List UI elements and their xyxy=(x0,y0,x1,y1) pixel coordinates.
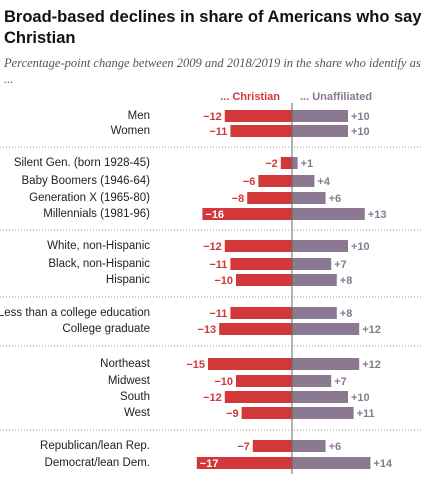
bar xyxy=(292,157,298,169)
value-label: +12 xyxy=(362,324,381,336)
category-label: South xyxy=(120,391,150,403)
value-label: −16 xyxy=(205,209,224,221)
bar xyxy=(292,375,332,387)
bar xyxy=(292,240,348,252)
chart-subtitle: Percentage-point change between 2009 and… xyxy=(3,56,421,86)
subtitle-text: Percentage-point change between 2009 and… xyxy=(3,56,421,70)
bar xyxy=(196,457,292,469)
value-label: −10 xyxy=(214,376,233,388)
bar xyxy=(280,157,292,169)
category-label: Republican/lean Rep. xyxy=(40,440,150,452)
chart-title: Broad-based declines in share of America… xyxy=(4,8,422,47)
bar xyxy=(230,258,292,270)
value-label: +7 xyxy=(334,259,347,271)
value-label: −10 xyxy=(214,275,233,287)
bar xyxy=(258,175,292,187)
value-label: +6 xyxy=(329,193,342,205)
value-label: +10 xyxy=(351,126,370,138)
value-label: −12 xyxy=(203,241,222,253)
value-label: +12 xyxy=(362,359,381,371)
value-label: +4 xyxy=(317,176,330,188)
subtitle-text: ... xyxy=(4,72,13,86)
bar xyxy=(241,407,292,419)
category-label: Women xyxy=(111,125,150,137)
value-label: −8 xyxy=(232,193,245,205)
bar xyxy=(292,307,337,319)
category-label: Silent Gen. (born 1928-45) xyxy=(14,157,150,169)
category-label: Generation X (1965-80) xyxy=(29,192,150,204)
bar xyxy=(230,125,292,137)
bar xyxy=(208,358,292,370)
bar xyxy=(252,440,292,452)
legend-label: ... Christian xyxy=(220,91,280,103)
bar xyxy=(292,175,315,187)
value-label: +13 xyxy=(368,209,387,221)
value-label: −15 xyxy=(186,359,205,371)
value-label: −12 xyxy=(203,111,222,123)
bar xyxy=(224,110,292,122)
category-label: Hispanic xyxy=(106,274,150,286)
value-label: −13 xyxy=(198,324,217,336)
bar xyxy=(247,192,292,204)
value-label: −9 xyxy=(226,408,239,420)
bar xyxy=(292,323,360,335)
bar xyxy=(236,274,292,286)
title-text: Broad-based declines in share of America… xyxy=(4,8,422,26)
value-label: −11 xyxy=(209,126,227,138)
bar xyxy=(224,391,292,403)
bar xyxy=(292,110,348,122)
value-label: +10 xyxy=(351,392,370,404)
bar xyxy=(292,457,371,469)
bar xyxy=(202,208,292,220)
bar xyxy=(292,208,365,220)
value-label: +6 xyxy=(329,441,342,453)
category-label: Northeast xyxy=(100,358,151,370)
category-label: Midwest xyxy=(108,375,151,387)
value-label: +1 xyxy=(301,158,314,170)
category-label: College graduate xyxy=(62,323,150,335)
value-label: +14 xyxy=(373,458,393,470)
bar xyxy=(292,192,326,204)
value-label: −2 xyxy=(265,158,278,170)
bar xyxy=(292,125,348,137)
category-label: Baby Boomers (1946-64) xyxy=(22,175,151,187)
bar xyxy=(292,391,348,403)
value-label: +11 xyxy=(357,408,375,420)
value-label: −6 xyxy=(243,176,256,188)
category-label: Millennials (1981-96) xyxy=(43,208,150,220)
category-label: White, non-Hispanic xyxy=(47,240,150,252)
value-label: −12 xyxy=(203,392,222,404)
bar xyxy=(292,440,326,452)
bar xyxy=(292,274,337,286)
value-label: +10 xyxy=(351,111,370,123)
value-label: +8 xyxy=(340,308,353,320)
bar xyxy=(224,240,292,252)
legend-label: ... Unaffiliated xyxy=(300,91,372,103)
value-label: +8 xyxy=(340,275,353,287)
category-label: West xyxy=(124,407,151,419)
category-label: Men xyxy=(128,110,150,122)
category-label: Democrat/lean Dem. xyxy=(45,457,150,469)
value-label: +7 xyxy=(334,376,347,388)
category-label: Less than a college education xyxy=(0,307,150,319)
bar xyxy=(236,375,292,387)
bar xyxy=(292,407,354,419)
value-label: −17 xyxy=(200,458,219,470)
value-label: −11 xyxy=(209,259,227,271)
bar xyxy=(230,307,292,319)
value-label: +10 xyxy=(351,241,370,253)
value-label: −11 xyxy=(209,308,227,320)
bar xyxy=(219,323,292,335)
title-text: Christian xyxy=(4,29,76,47)
bar xyxy=(292,358,360,370)
category-label: Black, non-Hispanic xyxy=(48,258,150,270)
bar xyxy=(292,258,332,270)
value-label: −7 xyxy=(237,441,250,453)
